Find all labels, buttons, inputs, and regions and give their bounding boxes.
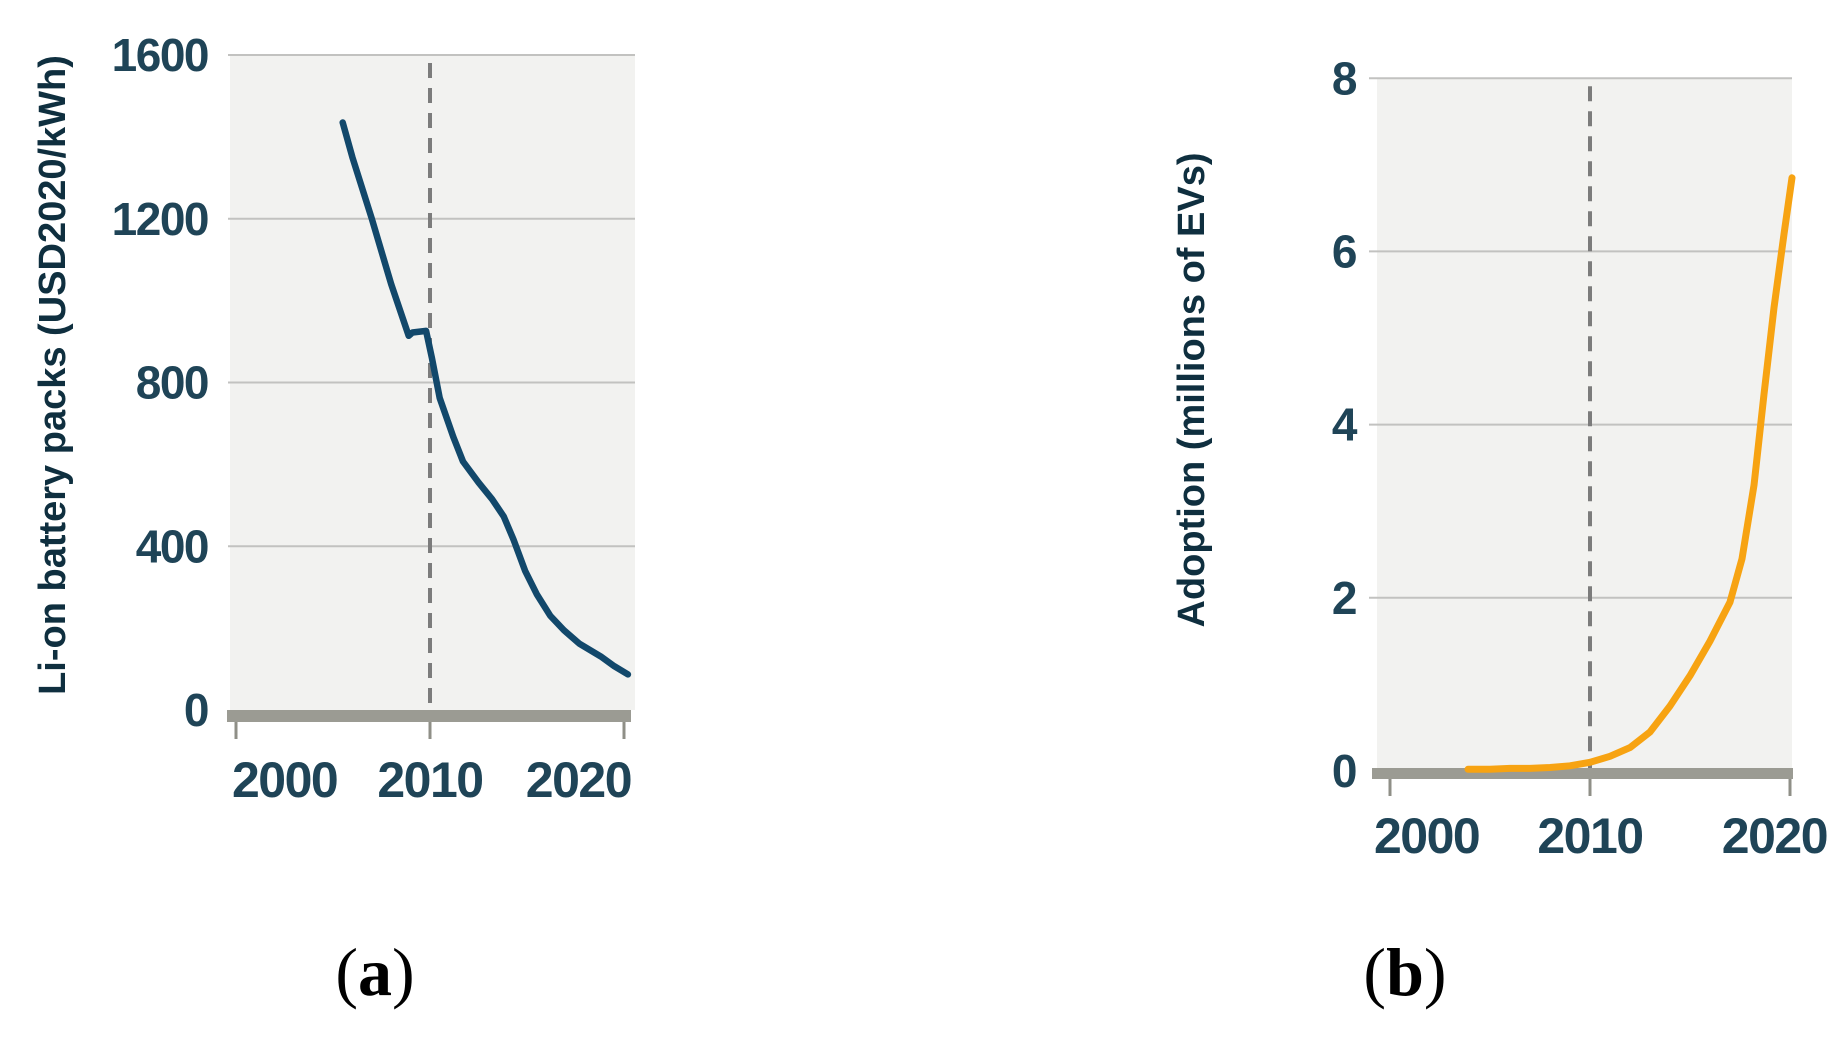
chart-a-x-axis-bar: [227, 710, 631, 722]
chart-b-x-tick-label: 2000: [1374, 808, 1479, 864]
chart-a-x-tick-label: 2020: [526, 752, 631, 808]
caption-a-close-paren: ): [392, 934, 415, 1010]
chart-b-y-tick-label: 4: [1332, 399, 1358, 451]
chart-a-y-tick-label: 1600: [112, 29, 208, 81]
chart-b-y-tick-label: 2: [1332, 572, 1356, 624]
caption-a-letter: a: [358, 934, 392, 1010]
chart-a-y-tick-label: 800: [136, 357, 208, 409]
caption-b-open-paren: (: [1363, 934, 1387, 1010]
chart-b-data-line: [1464, 174, 1796, 773]
caption-b: (b): [1295, 933, 1515, 1012]
chart-b-plot-background: [1377, 78, 1792, 768]
chart-a-y-tick-label: 400: [136, 520, 208, 572]
chart-a-y-tick-label: 0: [184, 684, 208, 736]
chart-a-data-line: [339, 119, 632, 678]
caption-a: (a): [265, 933, 485, 1012]
chart-b-x-axis-bar: [1372, 768, 1793, 779]
chart-b-y-tick-label: 8: [1332, 52, 1357, 104]
chart-a-x-tick-label: 2010: [377, 752, 482, 808]
caption-b-letter: b: [1386, 934, 1424, 1010]
chart-b-x-tick-label: 2020: [1722, 808, 1827, 864]
chart-b-y-tick-label: 6: [1332, 226, 1356, 278]
caption-a-open-paren: (: [335, 934, 358, 1010]
caption-b-close-paren: ): [1423, 934, 1447, 1010]
chart-b-y-tick-label: 0: [1332, 745, 1356, 797]
chart-a-y-axis-title: Li-on battery packs (USD2020/kWh): [32, 55, 74, 695]
chart-a-y-tick-label: 1200: [112, 193, 208, 245]
chart-b-x-tick-label: 2010: [1537, 808, 1642, 864]
chart-b-y-axis-title: Adoption (millions of EVs): [1171, 152, 1213, 628]
chart-a-x-tick-label: 2000: [232, 752, 337, 808]
